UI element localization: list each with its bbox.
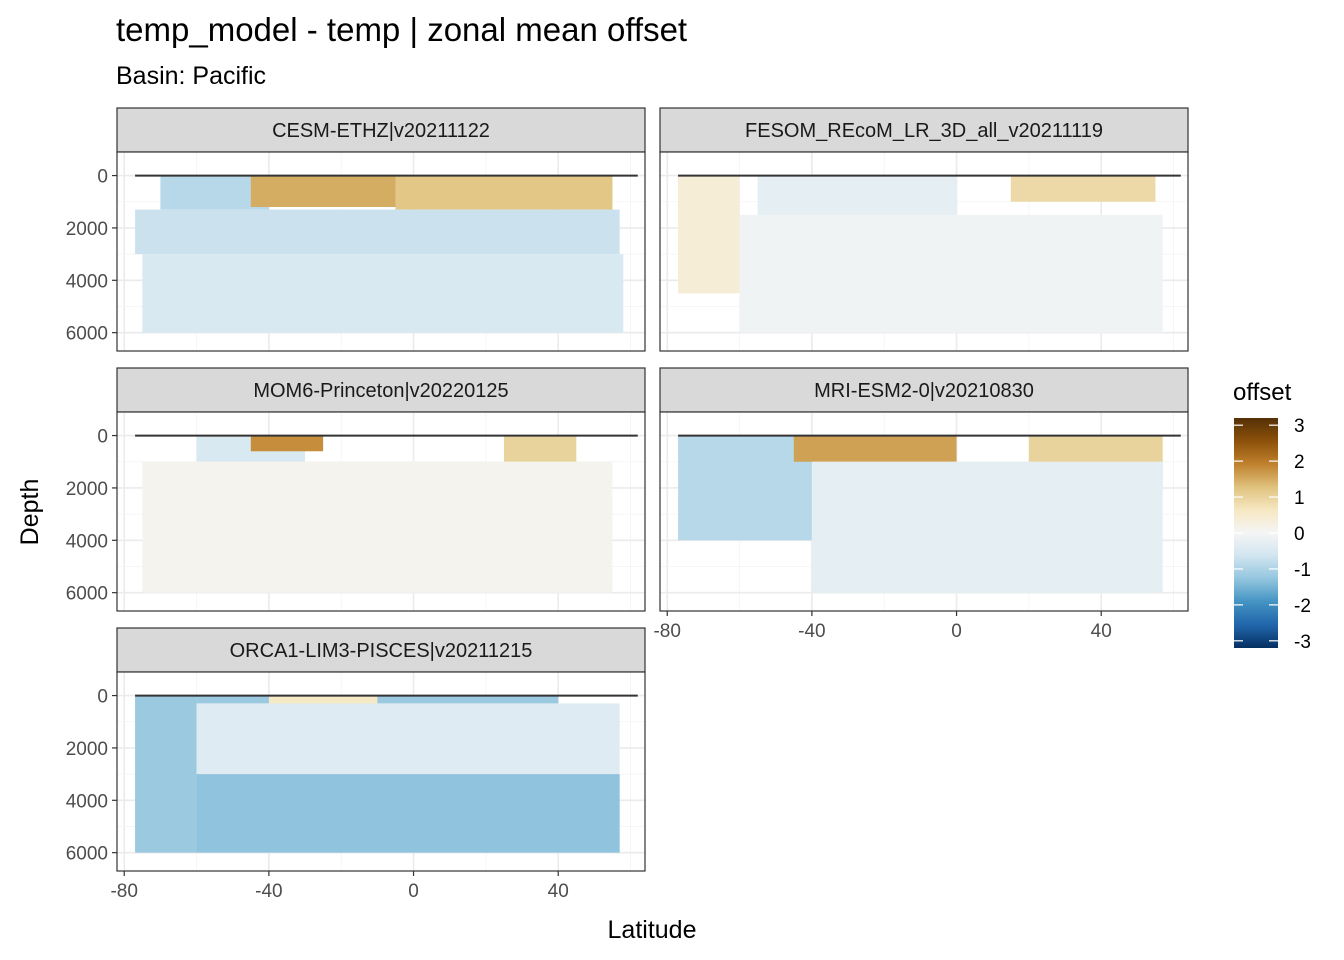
y-axis-label: Depth bbox=[16, 479, 44, 546]
heatmap-cell bbox=[757, 175, 957, 215]
heatmap-cell bbox=[135, 695, 197, 853]
heatmap-cell bbox=[793, 435, 957, 462]
y-tick-label: 0 bbox=[97, 687, 108, 708]
panel-border bbox=[116, 151, 646, 352]
x-tick-label: -40 bbox=[798, 621, 825, 642]
heatmap-field bbox=[135, 175, 624, 333]
heatmap-cell bbox=[1010, 175, 1156, 202]
heatmap-cell bbox=[196, 774, 620, 853]
legend-tick-label: 0 bbox=[1294, 524, 1305, 545]
facet-panel: FESOM_REcoM_LR_3D_all_v20211119 bbox=[659, 107, 1189, 352]
heatmap-cell bbox=[250, 435, 324, 452]
x-tick-label: 0 bbox=[951, 621, 962, 642]
heatmap-cell bbox=[196, 703, 620, 775]
facet-strip-label: MRI-ESM2-0|v20210830 bbox=[814, 380, 1034, 402]
facet-panel: MOM6-Princeton|v20220125 0 2000 4000 6000 bbox=[66, 367, 646, 612]
y-tick-label: 0 bbox=[97, 427, 108, 448]
facet-panel: CESM-ETHZ|v20211122 0 2000 4000 6000 bbox=[66, 107, 646, 352]
y-tick-label: 6000 bbox=[66, 844, 108, 865]
legend-tick-label: 3 bbox=[1294, 416, 1305, 437]
y-tick-label: 2000 bbox=[66, 739, 108, 760]
chart-title: temp_model - temp | zonal mean offset bbox=[116, 11, 687, 48]
y-tick-label: 4000 bbox=[66, 791, 108, 812]
legend-tick-label: 1 bbox=[1294, 488, 1305, 509]
heatmap-cell bbox=[142, 254, 624, 333]
panel-border bbox=[116, 671, 646, 872]
facet-strip bbox=[116, 107, 646, 153]
facet-panel: MRI-ESM2-0|v20210830 -80 -40 0 40 bbox=[653, 367, 1189, 642]
y-tick-label: 0 bbox=[97, 167, 108, 188]
heatmap-cell bbox=[250, 175, 396, 207]
legend-tick-label: -3 bbox=[1294, 632, 1311, 653]
heatmap-field bbox=[142, 435, 613, 593]
heatmap-cell bbox=[811, 461, 1163, 593]
heatmap-cell bbox=[739, 214, 1163, 333]
heatmap-field bbox=[678, 435, 1163, 593]
panel-border bbox=[659, 151, 1189, 352]
y-tick-label: 6000 bbox=[66, 324, 108, 345]
chart-subtitle: Basin: Pacific bbox=[116, 62, 266, 90]
y-tick-label: 2000 bbox=[66, 479, 108, 500]
x-tick-label: 0 bbox=[408, 881, 419, 902]
facet-strip-label: ORCA1-LIM3-PISCES|v20211215 bbox=[230, 640, 533, 662]
heatmap-cell bbox=[678, 435, 812, 541]
x-tick-label: -80 bbox=[653, 621, 680, 642]
heatmap-cell bbox=[503, 435, 577, 462]
heatmap-field bbox=[135, 695, 620, 853]
heatmap-field bbox=[678, 175, 1163, 333]
facet-strip bbox=[116, 627, 646, 673]
facet-panels: CESM-ETHZ|v202111220200040006000FESOM_RE… bbox=[66, 107, 1189, 902]
facet-panel: ORCA1-LIM3-PISCES|v20211215 0 2000 4000 6000… bbox=[66, 627, 646, 902]
x-tick-label: 40 bbox=[548, 881, 569, 902]
legend-tick-label: -2 bbox=[1294, 596, 1311, 617]
y-tick-label: 6000 bbox=[66, 584, 108, 605]
legend-tick-label: -1 bbox=[1294, 560, 1311, 581]
panel-border bbox=[116, 411, 646, 612]
facet-strip-label: MOM6-Princeton|v20220125 bbox=[253, 380, 508, 402]
y-tick-label: 4000 bbox=[66, 531, 108, 552]
y-tick-label: 4000 bbox=[66, 271, 108, 292]
panel-border bbox=[659, 411, 1189, 612]
y-tick-label: 2000 bbox=[66, 219, 108, 240]
facet-strip-label: FESOM_REcoM_LR_3D_all_v20211119 bbox=[745, 120, 1103, 142]
x-tick-label: 40 bbox=[1091, 621, 1112, 642]
heatmap-cell bbox=[395, 175, 613, 210]
heatmap-cell bbox=[142, 461, 613, 593]
facet-strip-label: CESM-ETHZ|v20211122 bbox=[272, 120, 490, 142]
heatmap-cell bbox=[135, 209, 620, 255]
heatmap-cell bbox=[678, 175, 740, 294]
x-tick-label: -80 bbox=[110, 881, 137, 902]
x-tick-label: -40 bbox=[255, 881, 282, 902]
facet-strip bbox=[659, 107, 1189, 153]
x-axis-label: Latitude bbox=[608, 916, 697, 944]
legend-title: offset bbox=[1233, 379, 1292, 406]
legend-tick-label: 2 bbox=[1294, 452, 1305, 473]
